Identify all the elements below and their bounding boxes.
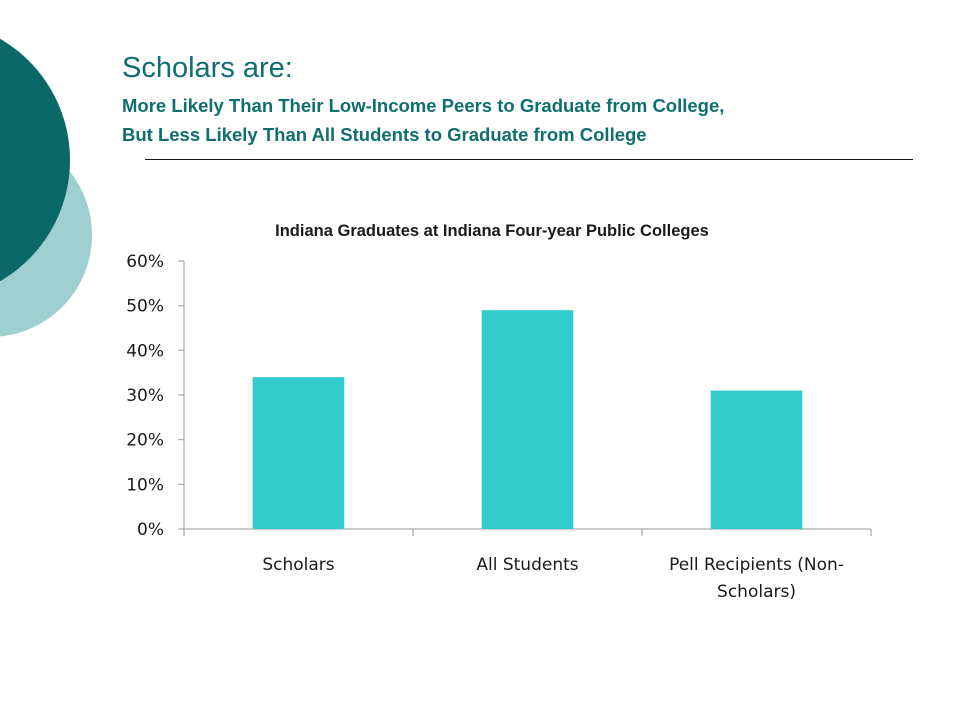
- chart-bars: [252, 310, 803, 529]
- title-divider: [145, 159, 913, 160]
- y-tick-label: 40%: [126, 341, 164, 361]
- y-tick-label: 20%: [126, 431, 164, 451]
- subtitle-line-2: But Less Likely Than All Students to Gra…: [122, 124, 647, 145]
- x-category-label: All Students: [476, 555, 578, 575]
- y-tick-label: 60%: [126, 252, 164, 272]
- subtitle-line-1: More Likely Than Their Low-Income Peers …: [122, 95, 725, 116]
- slide-title: Scholars are:: [122, 52, 293, 84]
- slide-subtitle: More Likely Than Their Low-Income Peers …: [122, 91, 922, 149]
- x-category-labels: Scholars All Students Pell Recipients (Non…: [262, 555, 844, 602]
- decorative-circles: [0, 38, 92, 337]
- bar: [252, 377, 345, 529]
- bar: [481, 310, 574, 529]
- dark-circle: [0, 38, 70, 282]
- y-tick-label: 50%: [126, 297, 164, 317]
- y-tick-label: 0%: [137, 520, 164, 540]
- y-tick-label: 10%: [126, 475, 164, 495]
- y-tick-labels: 0% 10% 20% 30% 40% 50% 60%: [126, 252, 164, 540]
- x-category-label: Scholars: [262, 555, 334, 575]
- bar: [710, 390, 803, 529]
- x-category-label: Pell Recipients (Non-: [669, 555, 844, 575]
- chart-title: Indiana Graduates at Indiana Four-year P…: [275, 222, 709, 240]
- x-category-label: Scholars): [717, 582, 796, 602]
- y-tick-label: 30%: [126, 386, 164, 406]
